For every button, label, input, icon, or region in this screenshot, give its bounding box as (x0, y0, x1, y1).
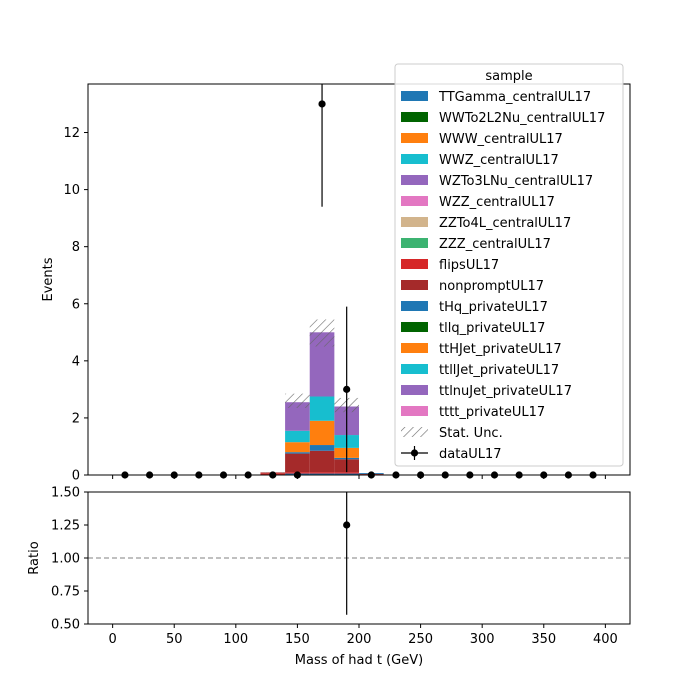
legend-label-WZZ_centralUL17: WZZ_centralUL17 (439, 195, 555, 210)
legend-swatch-WWTo2L2Nu_centralUL17 (401, 112, 428, 122)
legend-swatch-WWW_centralUL17 (401, 133, 428, 143)
main-y-ticks: 0 2 4 6 8 10 12 (63, 126, 88, 484)
bar-ttllJet_privateUL17-bin-1 (285, 430, 310, 443)
main-panel: 0 2 4 6 8 10 12 Events (41, 83, 631, 484)
data-point (343, 385, 351, 393)
legend-label-ttHJet_privateUL17: ttHJet_privateUL17 (439, 342, 562, 357)
legend-label-WZTo3LNu_centralUL17: WZTo3LNu_centralUL17 (439, 174, 593, 189)
x-tick-label: 200 (347, 632, 372, 647)
legend-label-tttt_privateUL17: tttt_privateUL17 (439, 405, 545, 420)
legend-swatch-ttlnuJet_privateUL17 (401, 385, 428, 395)
y-tick-label: 0 (72, 469, 80, 484)
x-tick-label: 250 (408, 632, 433, 647)
legend-swatch-WZZ_centralUL17 (401, 196, 428, 206)
legend-label-ttllJet_privateUL17: ttllJet_privateUL17 (439, 363, 559, 378)
bar-ttllJet_privateUL17-bin-2 (309, 396, 335, 421)
legend-label-tllq_privateUL17: tllq_privateUL17 (439, 321, 545, 336)
x-tick-label: 300 (470, 632, 495, 647)
x-tick-label: 400 (593, 632, 618, 647)
ratio-y-tick-label: 0.50 (51, 618, 80, 633)
ratio-y-axis-label: Ratio (27, 541, 42, 574)
legend-label-TTGamma_centralUL17: TTGamma_centralUL17 (438, 90, 591, 105)
y-tick-label: 2 (72, 411, 80, 426)
y-tick-label: 4 (72, 354, 80, 369)
x-tick-label: 350 (531, 632, 556, 647)
legend-swatch-WZTo3LNu_centralUL17 (401, 175, 428, 185)
y-tick-label: 6 (72, 297, 80, 312)
legend-swatch-data (410, 449, 419, 457)
ratio-y-tick-label: 1.50 (51, 486, 80, 501)
x-axis-label: Mass of had t (GeV) (295, 653, 423, 668)
bar-nonpromptUL17-bin-1 (285, 453, 310, 473)
legend-swatch-ZZZ_centralUL17 (401, 238, 428, 248)
bar-flipsUL17-bin-2 (309, 472, 335, 474)
legend-label-stat-unc: Stat. Unc. (439, 426, 503, 441)
main-x-ticks (112, 475, 606, 479)
ratio-y-tick-label: 1.25 (51, 519, 80, 534)
ratio-panel: 0.50 0.75 1.00 1.25 1.50 0 50 100 150 200 250 300 3… (27, 486, 631, 668)
main-y-axis-label: Events (41, 257, 56, 301)
ratio-y-tick-label: 1.00 (51, 552, 80, 567)
ratio-points (343, 492, 351, 615)
legend-swatch-nonpromptUL17 (401, 280, 428, 290)
bar-nonpromptUL17-bin-2 (309, 450, 335, 473)
legend-swatch-tllq_privateUL17 (401, 322, 428, 332)
stat-unc-band-bin-2 (309, 319, 335, 347)
bar-ttHJet_privateUL17-bin-2 (309, 420, 335, 446)
legend-swatch-ZZTo4L_centralUL17 (401, 217, 428, 227)
legend-label-ZZTo4L_centralUL17: ZZTo4L_centralUL17 (439, 216, 571, 231)
y-tick-label: 8 (72, 240, 80, 255)
bar-flipsUL17-bin-3 (334, 472, 359, 474)
y-tick-label: 10 (63, 183, 80, 198)
legend-label-ZZZ_centralUL17: ZZZ_centralUL17 (439, 237, 551, 252)
legend-swatch-TTGamma_centralUL17 (401, 91, 428, 101)
legend-swatch-ttllJet_privateUL17 (401, 364, 428, 374)
data-point (318, 100, 326, 108)
legend-label-data: dataUL17 (439, 447, 502, 462)
bar-tHq_privateUL17-bin-2 (309, 445, 335, 451)
legend-label-WWW_centralUL17: WWW_centralUL17 (439, 132, 563, 147)
bar-TTGamma_centralUL17-bin-3 (334, 473, 359, 475)
ratio-point (343, 521, 351, 529)
legend-box (394, 63, 624, 467)
legend-swatch-tHq_privateUL17 (401, 301, 428, 311)
x-tick-label: 50 (166, 632, 183, 647)
legend-swatch-WWZ_centralUL17 (401, 154, 428, 164)
legend-label-flipsUL17: flipsUL17 (439, 258, 499, 273)
ratio-y-tick-label: 0.75 (51, 585, 80, 600)
legend-title: sample (485, 69, 532, 84)
bar-ttHJet_privateUL17-bin-1 (285, 442, 310, 453)
legend-swatch-stat-unc (401, 427, 428, 437)
legend-label-ttlnuJet_privateUL17: ttlnuJet_privateUL17 (439, 384, 572, 399)
ratio-y-ticks: 0.50 0.75 1.00 1.25 1.50 (51, 486, 88, 633)
stacked-bars (260, 332, 384, 475)
bar-TTGamma_centralUL17-bin-2 (309, 473, 335, 475)
legend-swatch-ttHJet_privateUL17 (401, 343, 428, 353)
y-tick-label: 12 (63, 126, 80, 141)
legend-label-tHq_privateUL17: tHq_privateUL17 (439, 300, 548, 315)
x-tick-label: 0 (108, 632, 116, 647)
stat-unc-band-bin-1 (285, 393, 310, 408)
legend-label-nonpromptUL17: nonpromptUL17 (439, 279, 544, 294)
bar-tHq_privateUL17-bin-1 (285, 452, 310, 454)
legend-swatch-tttt_privateUL17 (401, 406, 428, 416)
x-tick-label: 150 (285, 632, 310, 647)
legend: sample TTGamma_centralUL17 WWTo2L2Nu_centr… (394, 63, 624, 467)
x-tick-label: 100 (223, 632, 248, 647)
legend-label-WWZ_centralUL17: WWZ_centralUL17 (439, 153, 559, 168)
ratio-x-ticks: 0 50 100 150 200 250 300 350 400 (108, 624, 618, 647)
legend-label-WWTo2L2Nu_centralUL17: WWTo2L2Nu_centralUL17 (439, 111, 605, 126)
legend-swatch-flipsUL17 (401, 259, 428, 269)
